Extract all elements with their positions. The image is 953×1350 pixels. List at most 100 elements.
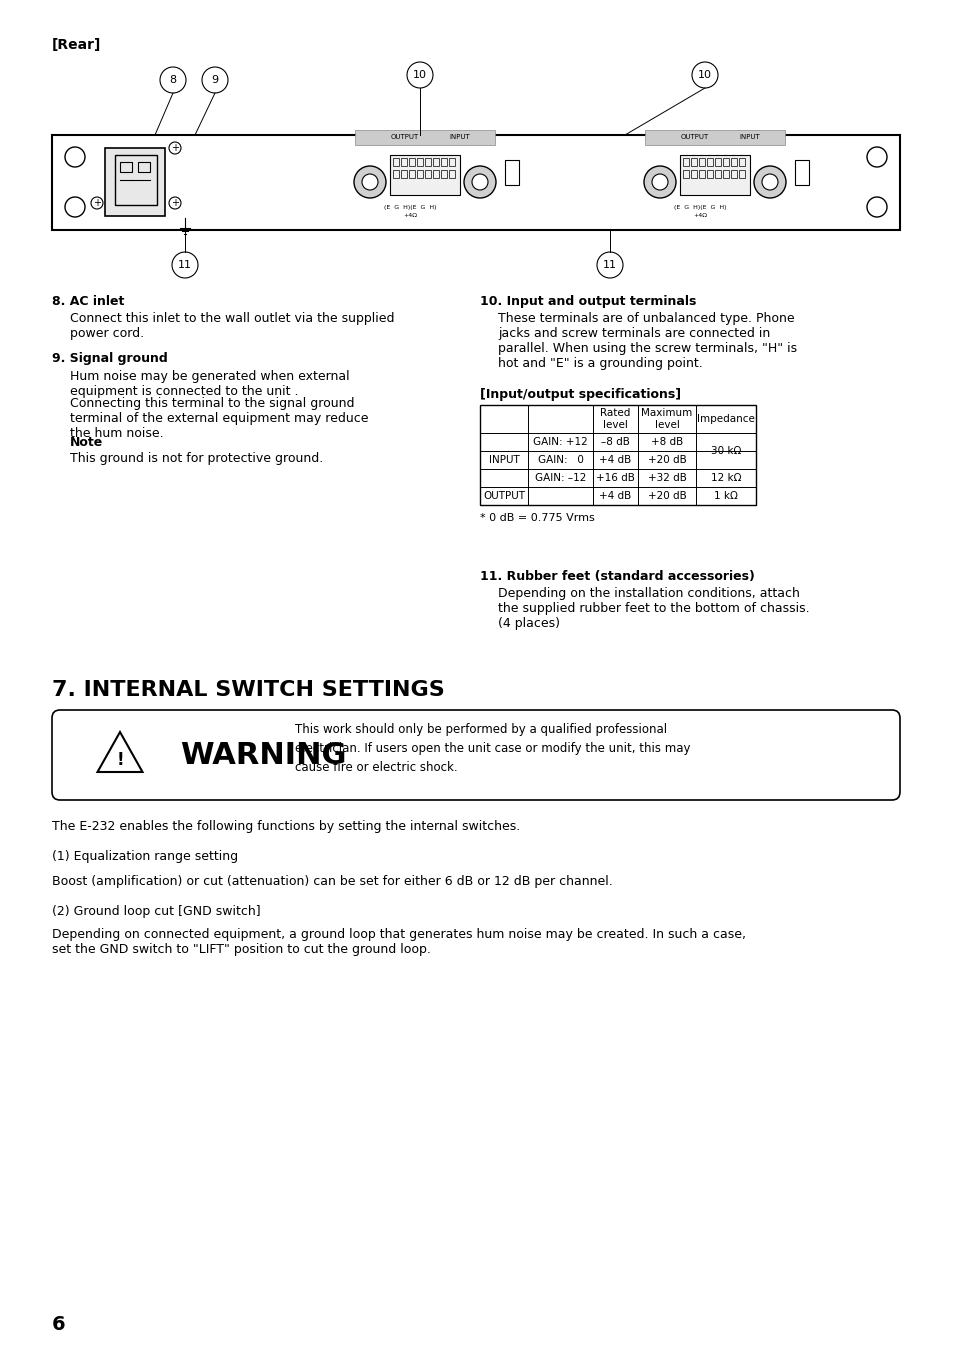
Text: 8. AC inlet: 8. AC inlet — [52, 296, 124, 308]
Text: Rated
level: Rated level — [599, 408, 630, 429]
Text: GAIN:   0: GAIN: 0 — [537, 455, 583, 464]
Text: (1) Equalization range setting: (1) Equalization range setting — [52, 850, 238, 863]
Text: 11: 11 — [178, 261, 192, 270]
Text: Depending on the installation conditions, attach
the supplied rubber feet to the: Depending on the installation conditions… — [497, 587, 809, 630]
Text: 7. INTERNAL SWITCH SETTINGS: 7. INTERNAL SWITCH SETTINGS — [52, 680, 444, 701]
Bar — [393, 170, 398, 178]
Bar — [479, 405, 755, 505]
Bar — [739, 170, 744, 178]
Text: +4 dB: +4 dB — [598, 491, 631, 501]
Text: 8: 8 — [170, 76, 176, 85]
Text: +4Ω: +4Ω — [692, 213, 706, 217]
Text: +32 dB: +32 dB — [647, 472, 686, 483]
Bar — [400, 158, 407, 166]
Bar — [120, 162, 132, 171]
Bar — [409, 158, 415, 166]
Text: GAIN: +12: GAIN: +12 — [533, 437, 587, 447]
Bar — [355, 130, 495, 144]
Text: Note: Note — [70, 436, 103, 450]
Circle shape — [361, 174, 377, 190]
Text: [Rear]: [Rear] — [52, 38, 101, 53]
Bar — [105, 148, 165, 216]
Text: 11: 11 — [602, 261, 617, 270]
Text: Hum noise may be generated when external
equipment is connected to the unit .: Hum noise may be generated when external… — [70, 370, 349, 398]
Bar — [400, 170, 407, 178]
Text: +20 dB: +20 dB — [647, 455, 685, 464]
Bar — [706, 158, 712, 166]
Circle shape — [463, 166, 496, 198]
Text: Impedance: Impedance — [697, 414, 754, 424]
Text: Connect this inlet to the wall outlet via the supplied
power cord.: Connect this inlet to the wall outlet vi… — [70, 312, 395, 340]
Bar — [52, 135, 899, 230]
Text: +: + — [92, 198, 101, 208]
Text: Boost (amplification) or cut (attenuation) can be set for either 6 dB or 12 dB p: Boost (amplification) or cut (attenuatio… — [52, 875, 612, 888]
Text: +: + — [171, 198, 179, 208]
Text: (E  G  H)(E  G  H): (E G H)(E G H) — [673, 205, 725, 211]
Polygon shape — [97, 732, 142, 772]
Text: INPUT: INPUT — [739, 134, 760, 140]
Text: This ground is not for protective ground.: This ground is not for protective ground… — [70, 452, 323, 464]
Text: Maximum
level: Maximum level — [640, 408, 692, 429]
Bar — [722, 170, 728, 178]
Bar — [682, 158, 688, 166]
Text: GAIN: –12: GAIN: –12 — [535, 472, 585, 483]
Bar — [690, 170, 697, 178]
Bar — [433, 170, 438, 178]
Bar — [794, 161, 808, 185]
Text: 12 kΩ: 12 kΩ — [710, 472, 740, 483]
Bar — [449, 170, 455, 178]
Circle shape — [761, 174, 778, 190]
Text: 9: 9 — [212, 76, 218, 85]
Text: INPUT: INPUT — [488, 455, 518, 464]
Text: This work should only be performed by a qualified professional
electrician. If u: This work should only be performed by a … — [294, 724, 690, 774]
Circle shape — [643, 166, 676, 198]
Bar — [424, 170, 431, 178]
Text: 1 kΩ: 1 kΩ — [713, 491, 738, 501]
Text: +: + — [171, 143, 179, 153]
Text: Depending on connected equipment, a ground loop that generates hum noise may be : Depending on connected equipment, a grou… — [52, 927, 745, 956]
Text: –8 dB: –8 dB — [600, 437, 629, 447]
Text: Connecting this terminal to the signal ground
terminal of the external equipment: Connecting this terminal to the signal g… — [70, 397, 368, 440]
Text: +4 dB: +4 dB — [598, 455, 631, 464]
Text: 10. Input and output terminals: 10. Input and output terminals — [479, 296, 696, 308]
Bar — [416, 170, 422, 178]
Text: 6: 6 — [52, 1315, 66, 1334]
Circle shape — [354, 166, 386, 198]
Bar — [739, 158, 744, 166]
Text: +20 dB: +20 dB — [647, 491, 685, 501]
Text: [Input/output specifications]: [Input/output specifications] — [479, 387, 680, 401]
Bar — [390, 155, 459, 194]
Text: These terminals are of unbalanced type. Phone
jacks and screw terminals are conn: These terminals are of unbalanced type. … — [497, 312, 797, 370]
Bar — [416, 158, 422, 166]
Text: 10: 10 — [413, 70, 427, 80]
Text: !: ! — [116, 751, 124, 769]
Text: (2) Ground loop cut [GND switch]: (2) Ground loop cut [GND switch] — [52, 904, 260, 918]
Bar — [424, 158, 431, 166]
Bar — [699, 158, 704, 166]
Text: 11. Rubber feet (standard accessories): 11. Rubber feet (standard accessories) — [479, 570, 754, 583]
Bar — [115, 155, 157, 205]
Bar — [730, 170, 737, 178]
Bar — [504, 161, 518, 185]
Bar — [714, 158, 720, 166]
Bar — [679, 155, 749, 194]
Bar — [730, 158, 737, 166]
Circle shape — [472, 174, 488, 190]
Bar — [449, 158, 455, 166]
Bar — [440, 170, 447, 178]
Text: 30 kΩ: 30 kΩ — [710, 446, 740, 456]
Text: OUTPUT: OUTPUT — [482, 491, 524, 501]
Bar — [644, 130, 784, 144]
Bar — [699, 170, 704, 178]
Bar — [138, 162, 150, 171]
Text: * 0 dB = 0.775 Vrms: * 0 dB = 0.775 Vrms — [479, 513, 594, 522]
Bar — [722, 158, 728, 166]
Text: (E  G  H)(E  G  H): (E G H)(E G H) — [383, 205, 436, 211]
Bar — [433, 158, 438, 166]
Text: +4Ω: +4Ω — [402, 213, 416, 217]
Text: 9. Signal ground: 9. Signal ground — [52, 352, 168, 365]
Bar — [714, 170, 720, 178]
Bar — [409, 170, 415, 178]
Text: The E-232 enables the following functions by setting the internal switches.: The E-232 enables the following function… — [52, 819, 519, 833]
Bar — [393, 158, 398, 166]
